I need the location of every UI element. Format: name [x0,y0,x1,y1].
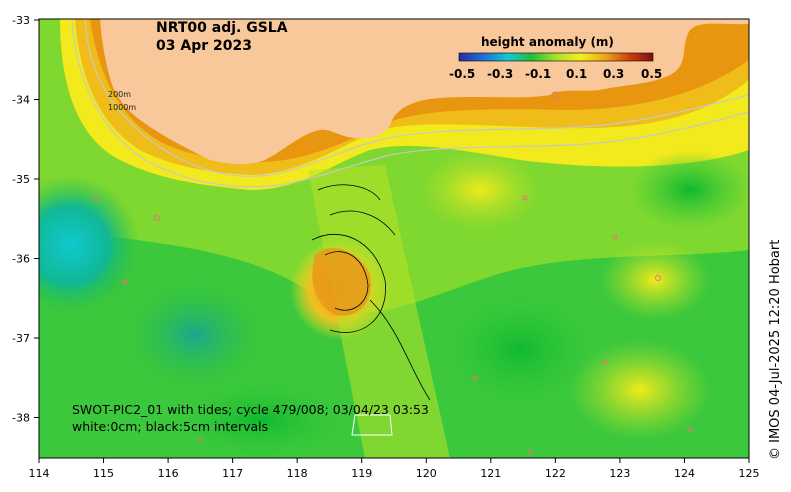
lon-tick-label: 119 [351,467,372,480]
swot-swath [308,165,450,458]
lon-tick-label: 121 [480,467,501,480]
lon-tick-label: 115 [93,467,114,480]
swot-caption-line2: white:0cm; black:5cm intervals [72,419,269,434]
lat-tick-label: -38 [12,412,30,425]
lon-axis: 114 115 116 117 118 119 120 121 122 123 124 125 [29,458,760,480]
lon-tick-label: 123 [609,467,630,480]
colorbar-tick: 0.3 [603,67,625,81]
colorbar-title: height anomaly (m) [481,35,614,49]
lat-axis: -33 -34 -35 -36 -37 -38 [12,14,39,425]
isobath-200m [84,19,749,177]
swot-caption-line1: SWOT-PIC2_01 with tides; cycle 479/008; … [72,402,429,417]
lat-tick-label: -34 [12,94,30,107]
depth-label-1000m: 1000m [108,103,137,112]
imos-credit: © IMOS 04-Jul-2025 12:20 Hobart [768,239,783,460]
lon-tick-label: 114 [29,467,50,480]
isobath-1000m [71,19,749,188]
lat-tick-label: -37 [12,332,30,345]
colorbar-tick: -0.1 [525,67,552,81]
plot-frame [38,18,750,459]
map-title-line1: NRT00 adj. GSLA [156,20,288,36]
lat-tick-label: -33 [12,14,30,27]
lon-tick-label: 120 [416,467,437,480]
colorbar-tick: 0.5 [641,67,663,81]
lon-tick-label: 122 [545,467,566,480]
lon-tick-label: 125 [739,467,760,480]
ssh-field [39,19,749,458]
depth-label-200m: 200m [108,90,132,99]
colorbar-tick: -0.5 [449,67,476,81]
map-title-line2: 03 Apr 2023 [156,38,252,54]
lat-tick-label: -36 [12,253,30,266]
colorbar [458,52,654,62]
colorbar-gradient [458,52,654,62]
lon-tick-label: 124 [674,467,695,480]
lon-tick-label: 116 [158,467,179,480]
colorbar-tick: 0.1 [566,67,588,81]
colorbar-tick: -0.3 [487,67,514,81]
lon-tick-label: 117 [222,467,243,480]
lon-tick-label: 118 [287,467,308,480]
lat-tick-label: -35 [12,173,30,186]
